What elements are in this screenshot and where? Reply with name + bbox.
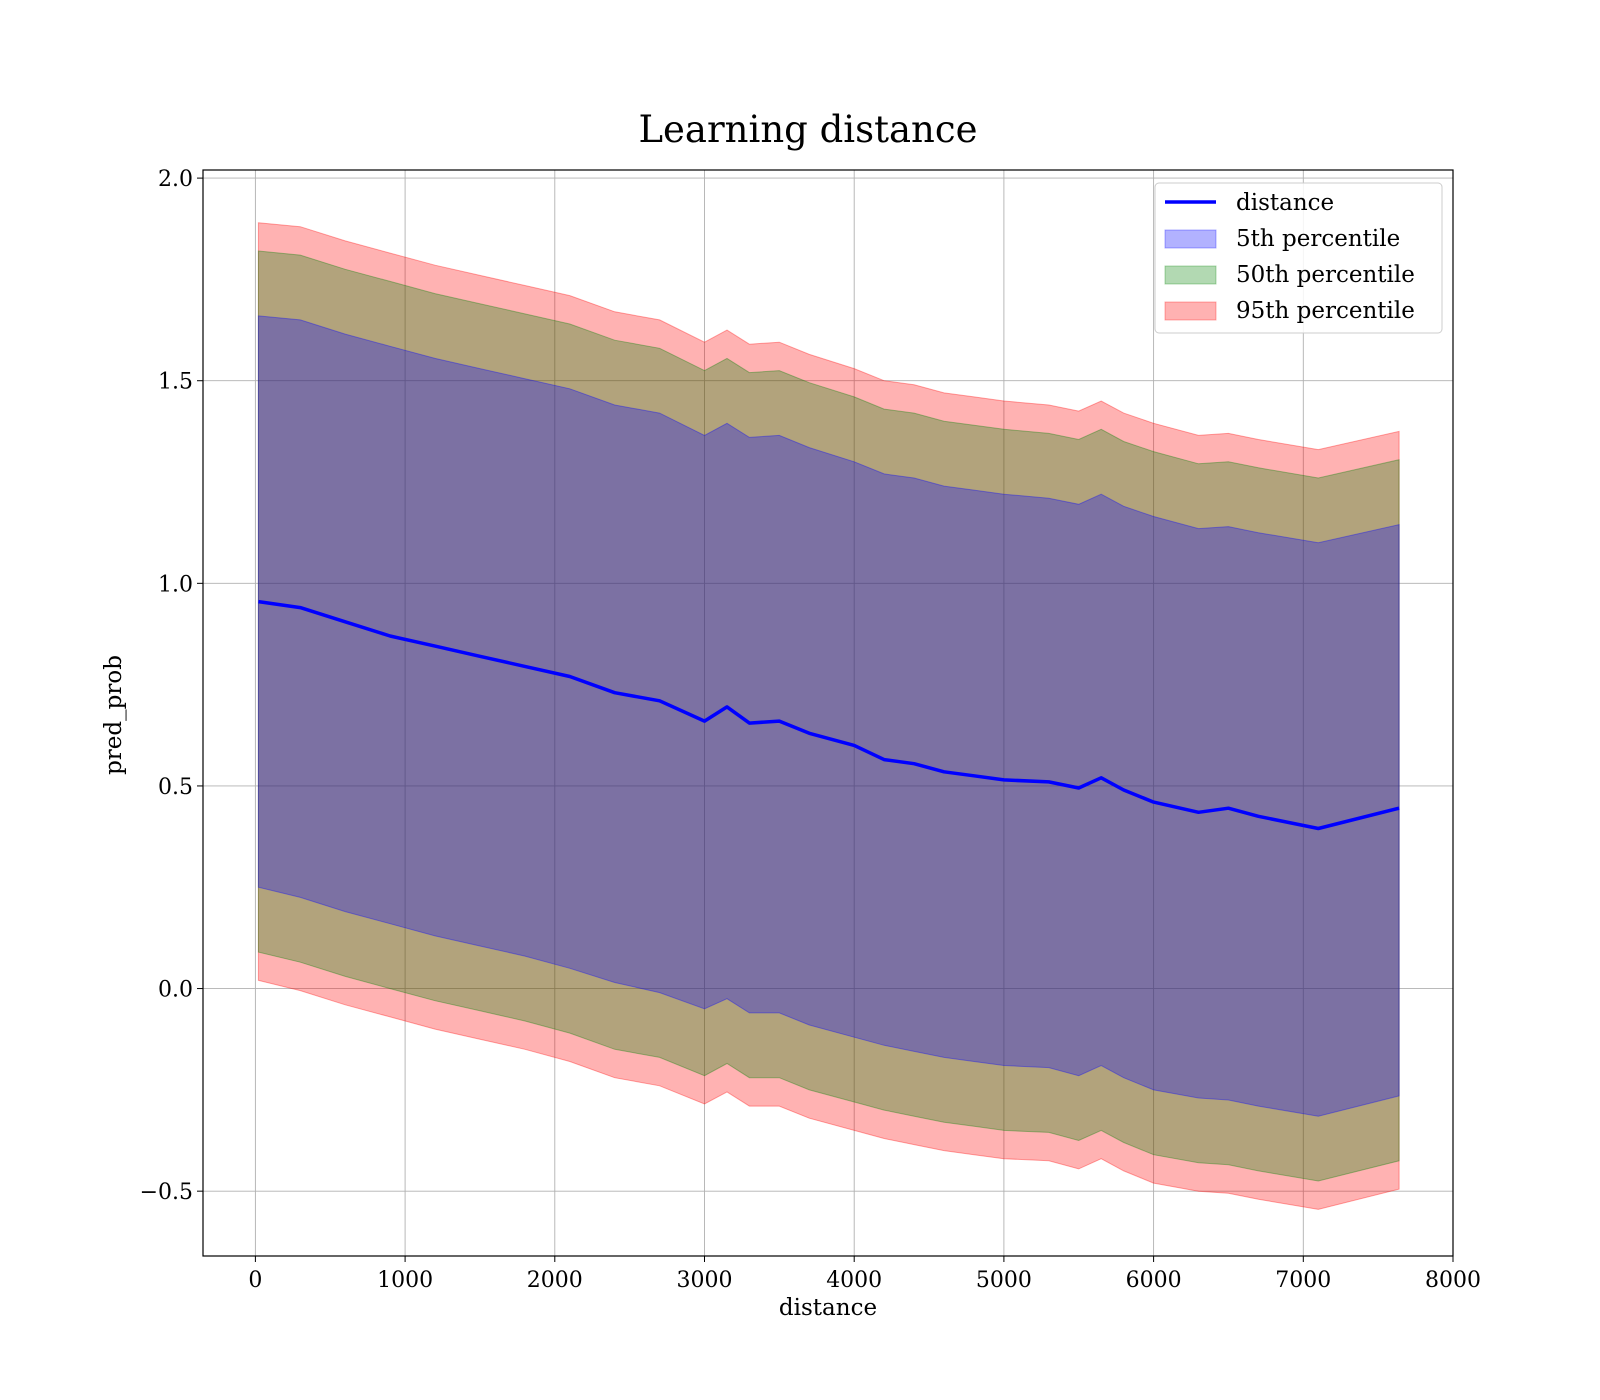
line-distance bbox=[258, 599, 1400, 831]
legend-label-distance: distance bbox=[1236, 190, 1334, 216]
y-axis-ticks: −0.5 0.0 0.5 1.0 1.5 2.0 bbox=[140, 167, 203, 1205]
plot-area bbox=[202, 169, 1454, 1257]
legend-swatch-95th bbox=[1164, 301, 1217, 321]
x-tick-label: 7000 bbox=[1275, 1268, 1331, 1293]
y-tick-label: 0.5 bbox=[158, 775, 193, 800]
chart-title: Learning distance bbox=[638, 108, 977, 151]
y-tick-label: 1.0 bbox=[158, 572, 193, 597]
percentile-bands bbox=[257, 222, 1400, 1210]
y-tick-label: 1.5 bbox=[158, 370, 193, 395]
y-axis-label: pred_prob bbox=[101, 655, 127, 775]
x-tick-label: 0 bbox=[248, 1268, 262, 1293]
x-tick-label: 5000 bbox=[976, 1268, 1032, 1293]
x-tick-label: 6000 bbox=[1126, 1268, 1182, 1293]
x-tick-label: 2000 bbox=[527, 1268, 583, 1293]
y-tick-label: −0.5 bbox=[140, 1180, 193, 1205]
band-5th bbox=[257, 315, 1400, 1117]
legend-swatch-5th bbox=[1164, 229, 1217, 249]
series-lines bbox=[258, 599, 1400, 831]
y-tick-label: 2.0 bbox=[158, 167, 193, 192]
y-tick-label: 0.0 bbox=[158, 978, 193, 1003]
x-tick-label: 1000 bbox=[377, 1268, 433, 1293]
legend: distance 5th percentile 50th percentile … bbox=[1154, 182, 1443, 334]
x-axis-label: distance bbox=[779, 1295, 877, 1321]
x-tick-label: 4000 bbox=[826, 1268, 882, 1293]
legend-label-50th: 50th percentile bbox=[1236, 262, 1415, 288]
x-tick-label: 3000 bbox=[676, 1268, 732, 1293]
band-50th bbox=[257, 250, 1400, 1182]
x-tick-label: 8000 bbox=[1425, 1268, 1481, 1293]
band-95th bbox=[257, 222, 1400, 1210]
legend-swatch-50th bbox=[1164, 265, 1217, 285]
x-axis-ticks: 0 1000 2000 3000 4000 5000 6000 7000 8000 bbox=[248, 1256, 1481, 1293]
plot-frame bbox=[202, 169, 1454, 1257]
legend-label-95th: 95th percentile bbox=[1236, 298, 1415, 324]
legend-label-5th: 5th percentile bbox=[1236, 226, 1400, 252]
legend-box bbox=[1154, 182, 1443, 334]
